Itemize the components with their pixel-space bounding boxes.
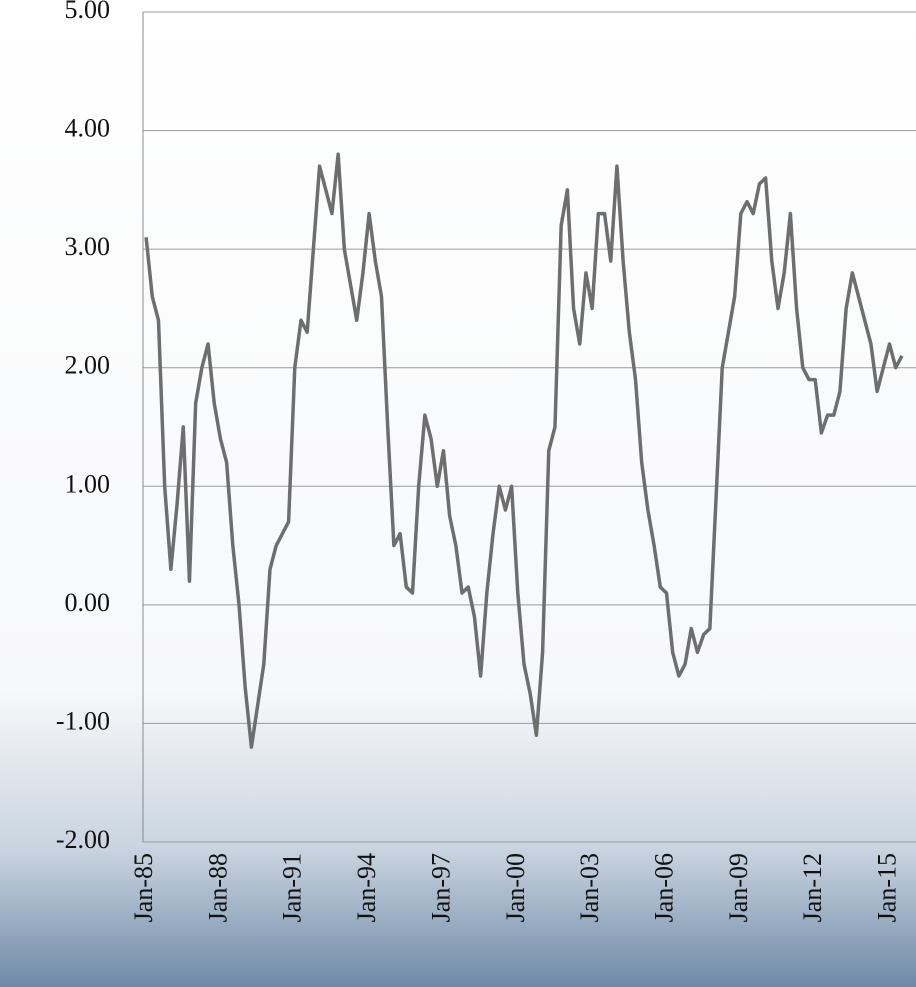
x-tick-label: Jan-91 <box>278 853 307 922</box>
data-line <box>144 152 904 749</box>
y-tick-label: -2.00 <box>56 825 110 854</box>
x-tick-label: Jan-85 <box>129 853 158 922</box>
x-tick-label: Jan-09 <box>724 853 753 922</box>
x-tick-label: Jan-06 <box>649 853 678 922</box>
x-tick-label: Jan-15 <box>872 853 901 922</box>
x-tick-label: Jan-00 <box>501 853 530 922</box>
y-tick-label: 2.00 <box>65 351 111 380</box>
x-tick-label: Jan-12 <box>798 853 827 922</box>
y-tick-label: 4.00 <box>65 114 111 143</box>
x-tick-label: Jan-97 <box>426 853 455 922</box>
y-tick-label: -1.00 <box>56 706 110 735</box>
x-tick-label: Jan-03 <box>575 853 604 922</box>
y-tick-label: 5.00 <box>65 0 111 24</box>
x-tick-label: Jan-94 <box>352 853 381 922</box>
y-tick-label: 0.00 <box>65 588 111 617</box>
y-tick-label: 1.00 <box>65 469 111 498</box>
x-tick-label: Jan-88 <box>203 853 232 922</box>
y-tick-label: 3.00 <box>65 232 111 261</box>
